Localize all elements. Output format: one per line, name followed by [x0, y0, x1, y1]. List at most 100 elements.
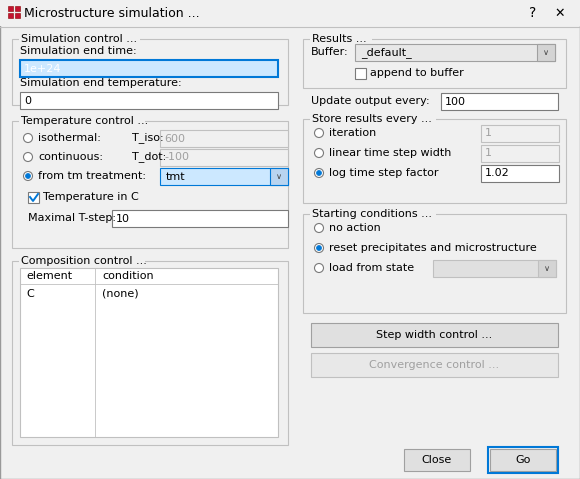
Text: 1.02: 1.02 — [485, 169, 510, 179]
Bar — [310, 113, 436, 125]
Circle shape — [314, 169, 324, 178]
Text: Step width control ...: Step width control ... — [376, 330, 492, 340]
Text: Simulation end time:: Simulation end time: — [20, 46, 137, 56]
Bar — [303, 214, 566, 313]
Text: ∨: ∨ — [276, 172, 282, 181]
Bar — [15, 13, 20, 18]
Text: load from state: load from state — [329, 263, 414, 273]
Bar — [538, 260, 556, 277]
Bar — [311, 353, 558, 377]
Bar — [488, 447, 558, 473]
Text: tmt: tmt — [166, 171, 186, 182]
Circle shape — [24, 134, 32, 142]
Text: Maximal T-step:: Maximal T-step: — [28, 213, 116, 223]
Text: Convergence control ...: Convergence control ... — [369, 360, 499, 370]
Bar — [481, 145, 559, 162]
Circle shape — [24, 152, 32, 161]
Bar — [310, 33, 372, 45]
Text: condition: condition — [102, 271, 154, 281]
Text: Go: Go — [515, 455, 531, 465]
Bar — [19, 115, 145, 127]
Bar — [20, 60, 278, 77]
Text: element: element — [26, 271, 72, 281]
Text: ∨: ∨ — [544, 264, 550, 273]
Bar — [12, 121, 288, 248]
Text: Temperature in C: Temperature in C — [43, 192, 139, 202]
Text: (none): (none) — [102, 289, 139, 299]
Text: Results ...: Results ... — [312, 34, 367, 44]
Circle shape — [317, 246, 321, 251]
Text: 1e+24: 1e+24 — [24, 64, 61, 73]
Bar — [355, 44, 555, 61]
Text: 600: 600 — [164, 134, 185, 144]
Text: Composition control ...: Composition control ... — [21, 256, 147, 266]
Bar — [20, 268, 278, 437]
Text: reset precipitates and microstructure: reset precipitates and microstructure — [329, 243, 536, 253]
Bar — [8, 6, 13, 11]
Text: append to buffer: append to buffer — [370, 68, 464, 78]
Bar — [20, 92, 278, 109]
Circle shape — [26, 173, 31, 179]
Text: Temperature control ...: Temperature control ... — [21, 116, 148, 126]
Text: 1: 1 — [485, 148, 492, 159]
Bar — [112, 210, 288, 227]
Bar — [441, 93, 558, 110]
Text: iteration: iteration — [329, 128, 376, 138]
Bar — [404, 449, 470, 471]
Circle shape — [314, 263, 324, 273]
Circle shape — [317, 171, 321, 175]
Bar — [28, 192, 39, 203]
Text: continuous:: continuous: — [38, 152, 103, 162]
Text: 1: 1 — [485, 128, 492, 138]
Bar — [270, 168, 288, 185]
Bar — [160, 130, 288, 147]
Bar — [12, 261, 288, 445]
Bar — [433, 260, 556, 277]
Text: T_iso:: T_iso: — [132, 133, 164, 143]
Bar — [310, 208, 436, 220]
Text: ✕: ✕ — [554, 7, 566, 20]
Text: linear time step width: linear time step width — [329, 148, 451, 158]
Circle shape — [24, 171, 32, 181]
Text: no action: no action — [329, 223, 380, 233]
Bar — [12, 39, 288, 105]
Bar — [303, 39, 566, 88]
Bar — [490, 449, 556, 471]
Text: Starting conditions ...: Starting conditions ... — [312, 209, 432, 219]
Text: 100: 100 — [445, 96, 466, 106]
Text: log time step factor: log time step factor — [329, 168, 438, 178]
Circle shape — [314, 224, 324, 232]
Circle shape — [314, 128, 324, 137]
Bar — [481, 165, 559, 182]
Bar — [19, 255, 145, 267]
Text: from tm treatment:: from tm treatment: — [38, 171, 146, 181]
Bar — [0, 0, 580, 26]
Bar — [15, 6, 20, 11]
Text: 10: 10 — [116, 214, 130, 224]
Text: Store results every ...: Store results every ... — [312, 114, 432, 124]
Bar — [537, 44, 555, 61]
Text: C: C — [26, 289, 34, 299]
Text: Simulation end temperature:: Simulation end temperature: — [20, 78, 182, 88]
Bar — [481, 125, 559, 142]
Text: Update output every:: Update output every: — [311, 96, 430, 106]
Text: Buffer:: Buffer: — [311, 47, 349, 57]
Bar — [311, 323, 558, 347]
Bar — [160, 168, 288, 185]
Text: ?: ? — [530, 6, 536, 20]
Text: Simulation control ...: Simulation control ... — [21, 34, 137, 44]
Text: T_dot:: T_dot: — [132, 151, 166, 162]
Bar — [8, 13, 13, 18]
Text: Close: Close — [422, 455, 452, 465]
Bar — [19, 33, 140, 45]
Text: isothermal:: isothermal: — [38, 133, 101, 143]
Bar — [160, 149, 288, 166]
Text: 0: 0 — [24, 95, 31, 105]
Text: -100: -100 — [164, 152, 189, 162]
Bar — [355, 68, 366, 79]
Text: Microstructure simulation ...: Microstructure simulation ... — [24, 7, 200, 20]
Circle shape — [314, 243, 324, 252]
Text: ∨: ∨ — [543, 48, 549, 57]
Circle shape — [314, 148, 324, 158]
Text: _default_: _default_ — [361, 47, 412, 58]
